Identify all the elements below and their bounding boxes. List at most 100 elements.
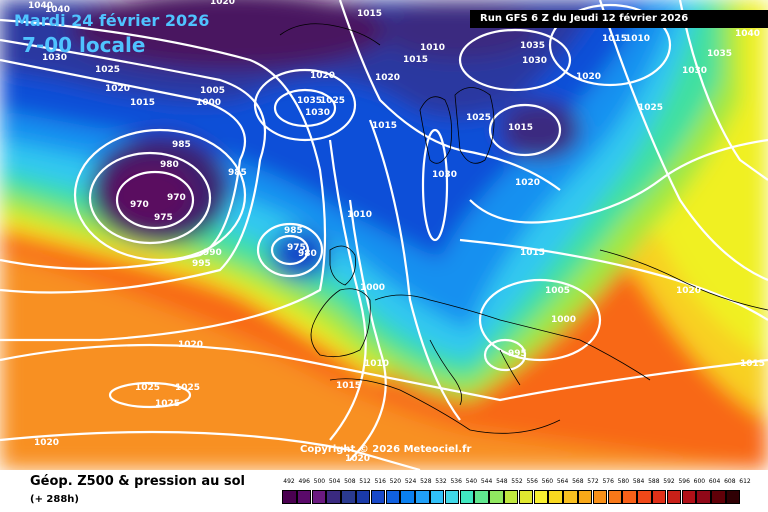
legend-swatch: [355, 490, 371, 504]
copyright-notice: Copyright © 2026 Meteociel.fr: [300, 444, 472, 455]
isobar-label: 1035: [297, 96, 322, 106]
legend-label: 508: [344, 478, 356, 485]
legend-swatch: [385, 490, 401, 504]
legend-swatch: [489, 490, 504, 504]
legend-swatch: [592, 490, 608, 504]
legend-label: 600: [693, 478, 706, 485]
legend-label: 540: [465, 478, 478, 485]
isobar-label: 1015: [403, 55, 428, 65]
coastlines: [279, 23, 768, 434]
color-legend: 492 496 500 504 508 512 516 520 524 528 532 536 540 5…: [282, 478, 754, 506]
isobar-label: 1025: [155, 399, 180, 409]
isobar-label: 970: [167, 193, 186, 203]
isobar-label: 1025: [466, 113, 491, 123]
isobar-label: 975: [287, 243, 306, 253]
run-banner: Run GFS 6 Z du Jeudi 12 février 2026: [470, 10, 768, 28]
legend-swatch: [518, 490, 534, 504]
isobar-label: 1000: [196, 98, 221, 108]
isobar-label: 1010: [420, 43, 445, 53]
isobar-label: 1020: [345, 454, 370, 464]
legend-swatch: [607, 490, 623, 504]
isobar-label: 1015: [740, 359, 765, 369]
isobar-label: 1030: [522, 56, 547, 66]
isobar-label: 1035: [707, 49, 732, 59]
isobar-label: 1020: [34, 438, 59, 448]
isobar-label: 1010: [364, 359, 389, 369]
legend-label: 584: [632, 478, 645, 485]
legend-label: 516: [374, 478, 386, 485]
isobar-label: 1015: [602, 34, 627, 44]
isobar-label: 980: [298, 249, 317, 259]
legend-label: 544: [480, 478, 493, 485]
legend-label: 496: [298, 478, 310, 485]
isobar-label: 1020: [310, 71, 335, 81]
isobar-label: 1015: [130, 98, 155, 108]
legend-label: 528: [420, 478, 432, 485]
legend-swatch: [400, 490, 415, 504]
isobar-label: 970: [130, 200, 149, 210]
isobar-label: 1020: [210, 0, 235, 7]
isobar-label: 1015: [508, 123, 533, 133]
forecast-lead-time: (+ 288h): [30, 494, 79, 505]
legend-label: 564: [556, 478, 569, 485]
isobar-lines: [0, 0, 768, 470]
geopotential-field: 1040104010201015103010251020101510051000…: [0, 0, 768, 470]
legend-swatch: [341, 490, 356, 504]
legend-label: 500: [313, 478, 326, 485]
legend-swatch: [296, 490, 312, 504]
isobar-label: 1020: [105, 84, 130, 94]
legend-swatch: [651, 490, 667, 504]
isobar-label: 995: [508, 349, 527, 359]
forecast-date: Mardi 24 février 2026: [14, 11, 210, 30]
isobar-label: 1030: [682, 66, 707, 76]
isobar-label: 1010: [625, 34, 650, 44]
legend-swatch: [681, 490, 697, 504]
legend-swatches: [282, 490, 754, 504]
isobar-label: 1030: [42, 53, 67, 63]
legend-swatch: [711, 490, 726, 504]
forecast-hour: 7-00 locale: [22, 33, 146, 57]
legend-swatch: [563, 490, 578, 504]
legend-swatch: [548, 490, 563, 504]
legend-swatch: [311, 490, 327, 504]
isobar-label: 1040: [45, 5, 70, 15]
legend-label: 560: [541, 478, 554, 485]
isobar-label: 1020: [515, 178, 540, 188]
legend-swatch: [696, 490, 711, 504]
legend-label: 524: [404, 478, 417, 485]
legend-label: 576: [602, 478, 614, 485]
isobar-label: 1035: [520, 41, 545, 51]
isobar-label: 1020: [178, 340, 203, 350]
legend-swatch: [622, 490, 637, 504]
legend-swatch: [474, 490, 489, 504]
isobar-label: 1020: [576, 72, 601, 82]
legend-label: 520: [389, 478, 402, 485]
legend-label: 552: [511, 478, 523, 485]
legend-swatch: [444, 490, 460, 504]
isobar-label: 1025: [638, 103, 663, 113]
isobar-label: 1025: [135, 383, 160, 393]
product-title: Géop. Z500 & pression au sol: [30, 474, 245, 489]
legend-swatch: [282, 490, 297, 504]
legend-swatch: [415, 490, 430, 504]
isobar-label: 985: [284, 226, 303, 236]
legend-swatch: [666, 490, 682, 504]
isobar-label: 1020: [676, 286, 701, 296]
legend-label: 504: [328, 478, 341, 485]
isobar-label: 1025: [175, 383, 200, 393]
legend-label: 592: [663, 478, 675, 485]
isobar-label: 975: [154, 213, 173, 223]
legend-label: 604: [708, 478, 721, 485]
isobar-label: 985: [172, 140, 191, 150]
isobar-label: 1000: [551, 315, 576, 325]
isobar-label: 1010: [347, 210, 372, 220]
legend-swatch: [533, 490, 549, 504]
isobar-label: 1030: [305, 108, 330, 118]
isobar-label: 1015: [336, 381, 361, 391]
legend-label: 572: [587, 478, 599, 485]
legend-swatch: [503, 490, 519, 504]
legend-swatch: [725, 490, 741, 504]
isobar-label: 1005: [545, 286, 570, 296]
isobar-label: 1015: [520, 248, 545, 258]
legend-label: 568: [572, 478, 584, 485]
